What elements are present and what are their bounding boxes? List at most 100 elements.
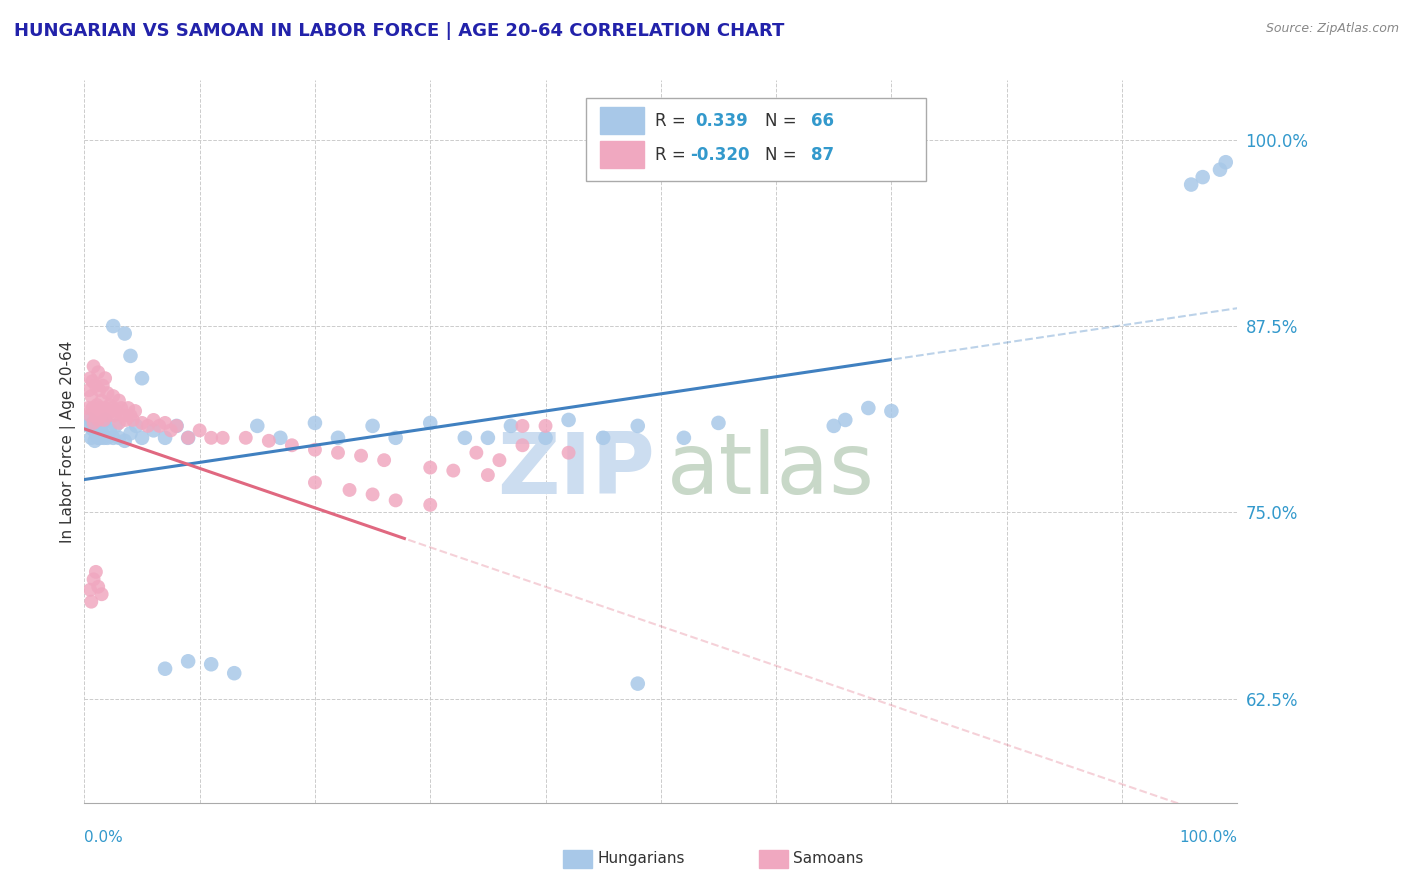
- Point: [82, 422, 104, 436]
- Point: [91, 378, 114, 392]
- Point: [79, 582, 101, 597]
- Point: [120, 349, 142, 363]
- Bar: [600, 141, 644, 169]
- Point: [93, 431, 115, 445]
- Point: [153, 431, 176, 445]
- Point: [90, 418, 112, 433]
- Text: atlas: atlas: [666, 429, 875, 512]
- Text: -0.320: -0.320: [690, 145, 749, 164]
- Point: [103, 401, 124, 415]
- Y-axis label: In Labor Force | Age 20-64: In Labor Force | Age 20-64: [60, 341, 76, 542]
- Point: [86, 398, 108, 412]
- Point: [211, 431, 233, 445]
- Point: [361, 418, 384, 433]
- Point: [1209, 162, 1232, 177]
- Point: [419, 460, 441, 475]
- Point: [361, 487, 384, 501]
- Point: [94, 401, 117, 415]
- Point: [94, 413, 117, 427]
- Point: [101, 404, 124, 418]
- Point: [153, 662, 176, 676]
- Point: [84, 426, 107, 441]
- Point: [79, 413, 101, 427]
- Text: N =: N =: [765, 145, 801, 164]
- Text: R =: R =: [655, 145, 692, 164]
- Point: [160, 423, 183, 437]
- Text: Samoans: Samoans: [793, 851, 863, 866]
- Point: [83, 572, 105, 586]
- Point: [110, 401, 132, 415]
- Text: 100.0%: 100.0%: [1180, 830, 1237, 845]
- Point: [83, 416, 105, 430]
- Point: [326, 446, 349, 460]
- Point: [200, 431, 222, 445]
- Point: [1191, 170, 1213, 185]
- Point: [96, 409, 118, 423]
- Point: [224, 666, 246, 681]
- Point: [80, 389, 103, 403]
- Point: [125, 418, 148, 433]
- Point: [858, 401, 880, 415]
- Point: [90, 587, 112, 601]
- Point: [103, 389, 124, 403]
- Point: [142, 423, 165, 437]
- Point: [304, 416, 326, 430]
- Point: [384, 493, 406, 508]
- Point: [90, 393, 112, 408]
- Point: [89, 409, 111, 423]
- Text: Hungarians: Hungarians: [598, 851, 685, 866]
- Point: [488, 453, 510, 467]
- Point: [77, 418, 100, 433]
- Point: [83, 359, 105, 374]
- Point: [86, 418, 108, 433]
- Point: [115, 413, 138, 427]
- Point: [103, 431, 124, 445]
- Point: [120, 409, 142, 423]
- Point: [419, 498, 441, 512]
- Point: [465, 446, 488, 460]
- Point: [108, 393, 131, 408]
- Text: R =: R =: [655, 112, 692, 129]
- Point: [499, 418, 522, 433]
- Point: [89, 401, 111, 415]
- Text: Source: ZipAtlas.com: Source: ZipAtlas.com: [1265, 22, 1399, 36]
- Point: [104, 418, 127, 433]
- Point: [166, 418, 188, 433]
- Bar: [759, 850, 787, 868]
- Point: [98, 398, 121, 412]
- Point: [91, 404, 114, 418]
- Point: [103, 319, 124, 334]
- Point: [148, 418, 170, 433]
- Point: [384, 431, 406, 445]
- Text: 0.339: 0.339: [696, 112, 748, 129]
- Point: [350, 449, 373, 463]
- Point: [166, 418, 188, 433]
- Point: [108, 431, 131, 445]
- Text: 0.0%: 0.0%: [84, 830, 124, 845]
- Point: [373, 453, 395, 467]
- Text: HUNGARIAN VS SAMOAN IN LABOR FORCE | AGE 20-64 CORRELATION CHART: HUNGARIAN VS SAMOAN IN LABOR FORCE | AGE…: [14, 22, 785, 40]
- Point: [83, 416, 105, 430]
- Point: [114, 326, 136, 341]
- Point: [98, 423, 121, 437]
- Point: [477, 431, 499, 445]
- Point: [339, 483, 361, 497]
- Point: [441, 464, 464, 478]
- Point: [142, 413, 165, 427]
- Point: [534, 418, 557, 433]
- Point: [84, 565, 107, 579]
- Point: [477, 468, 499, 483]
- Point: [87, 413, 110, 427]
- Text: N =: N =: [765, 112, 801, 129]
- Point: [93, 413, 115, 427]
- Point: [592, 431, 614, 445]
- Point: [89, 431, 111, 445]
- Point: [557, 413, 579, 427]
- Point: [823, 418, 845, 433]
- Point: [108, 416, 131, 430]
- Text: ZIP: ZIP: [498, 429, 655, 512]
- Text: 66: 66: [811, 112, 834, 129]
- Point: [83, 404, 105, 418]
- Point: [103, 409, 125, 423]
- Point: [84, 409, 107, 423]
